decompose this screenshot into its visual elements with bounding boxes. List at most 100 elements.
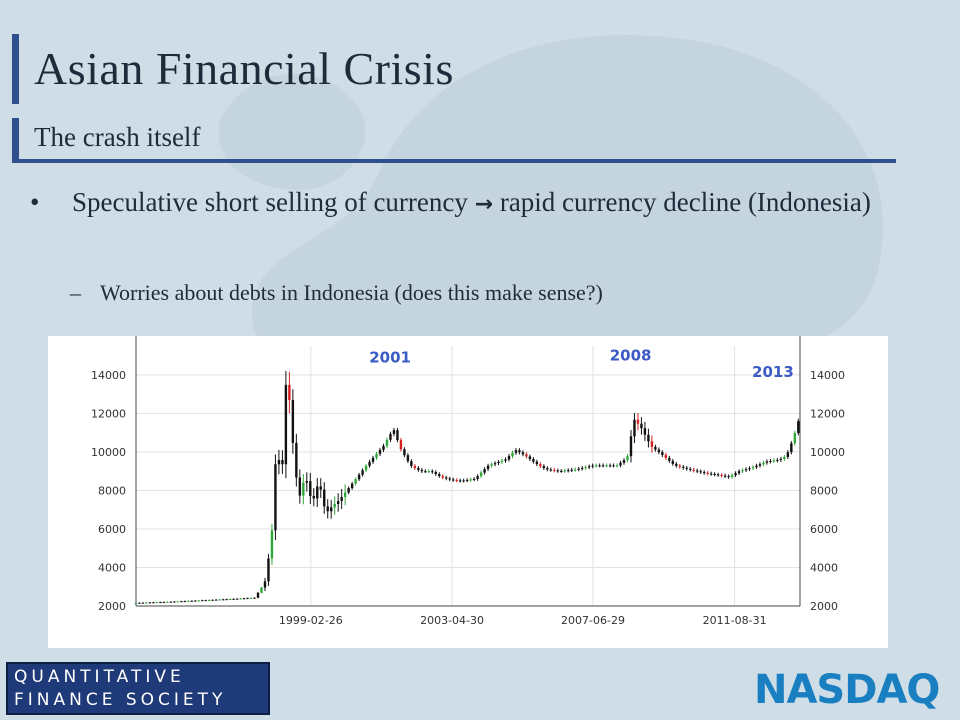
candle-body <box>288 384 291 401</box>
candle-body <box>685 467 688 469</box>
candle-body <box>458 480 462 482</box>
candle-body <box>493 463 497 465</box>
candle-body <box>204 600 207 602</box>
x-tick-label: 2003-04-30 <box>420 614 484 627</box>
candle-body <box>235 598 239 600</box>
candle-body <box>570 469 573 471</box>
candle-body <box>574 469 577 471</box>
candle-body <box>267 558 270 582</box>
candle-body <box>472 478 476 480</box>
candle-body <box>208 599 211 601</box>
year-annotation: 2001 <box>369 348 411 366</box>
candle-body <box>180 601 183 603</box>
candle-body <box>786 452 790 457</box>
candle-body <box>155 602 159 604</box>
candle-body <box>417 467 420 470</box>
candle-body <box>584 467 587 469</box>
candle-body <box>291 400 295 443</box>
candle-body <box>525 454 528 457</box>
candle-body <box>790 443 793 453</box>
candle-body <box>465 479 469 481</box>
candle-body <box>385 439 389 446</box>
candle-body <box>420 469 424 472</box>
candle-body <box>455 480 458 482</box>
candle-body <box>580 467 584 469</box>
candle-body <box>769 460 772 462</box>
candle-body <box>730 475 734 477</box>
candle-body <box>511 452 514 457</box>
sub-bullet-dash: – <box>70 280 81 305</box>
candle-body <box>727 476 730 478</box>
candle-body <box>633 419 636 437</box>
candle-body <box>779 458 783 460</box>
candle-body <box>643 428 647 435</box>
candle-body <box>448 478 451 480</box>
y-tick-label-left: 2000 <box>98 600 126 613</box>
candle-body <box>751 467 755 469</box>
candle-body <box>340 497 343 502</box>
header-rule <box>12 159 896 163</box>
exchange-rate-chart: 2000 2000 4000 4000 6000 6000 8000 8000 10000 100… <box>91 336 845 627</box>
candle-body <box>699 471 702 473</box>
candle-body <box>479 472 483 477</box>
candle-body <box>783 456 786 459</box>
title-accent-bar <box>12 34 19 104</box>
candle-body <box>647 434 650 442</box>
x-tick-label: 2007-06-29 <box>561 614 625 627</box>
candle-body <box>302 482 305 496</box>
candle-body <box>364 465 368 471</box>
candle-body <box>389 433 392 440</box>
candle-body <box>650 441 654 447</box>
candle-body <box>605 465 608 467</box>
candle-body <box>218 599 221 601</box>
slide-subtitle: The crash itself <box>34 122 201 152</box>
candle-body <box>347 488 350 493</box>
candle-body <box>706 472 709 474</box>
candle-body <box>239 598 242 600</box>
candle-body <box>399 440 403 450</box>
candle-body <box>281 459 284 465</box>
candle-body <box>612 465 615 467</box>
candle-body <box>406 455 410 462</box>
candle-body <box>500 460 504 462</box>
candle-body <box>309 481 312 496</box>
candle-body <box>295 442 298 478</box>
candle-body <box>626 456 629 461</box>
candle-body <box>305 481 309 483</box>
candle-body <box>483 469 486 473</box>
candle-body <box>528 456 532 460</box>
y-tick-label-left: 10000 <box>91 446 126 459</box>
candle-body <box>138 602 141 604</box>
candle-body <box>748 468 751 470</box>
candle-body <box>776 459 779 461</box>
candle-body <box>793 433 797 444</box>
candle-body <box>668 457 671 461</box>
candle-body <box>183 601 187 603</box>
candle-body <box>518 450 521 453</box>
candle-body <box>741 470 744 472</box>
candle-body <box>535 461 539 465</box>
candle-body <box>368 461 371 466</box>
candle-body <box>424 471 427 473</box>
year-annotation: 2013 <box>752 363 794 381</box>
candle-body <box>615 465 619 467</box>
candle-body <box>354 479 357 484</box>
candle-body <box>702 472 706 474</box>
candle-body <box>654 446 657 450</box>
candle-body <box>532 459 535 462</box>
candle-body <box>696 470 699 472</box>
candle-body <box>413 465 417 468</box>
candle-body <box>225 599 228 601</box>
candle-body <box>765 461 769 463</box>
y-tick-label-right: 6000 <box>810 523 838 536</box>
candle-body <box>758 464 762 466</box>
candle-body <box>392 430 396 434</box>
candle-body <box>622 460 626 463</box>
candle-body <box>323 489 326 507</box>
candle-body <box>134 602 138 604</box>
candle-body <box>546 468 549 470</box>
candle-body <box>214 599 218 601</box>
candle-body <box>629 436 633 457</box>
x-tick-label: 2011-08-31 <box>703 614 767 627</box>
candle-body <box>228 599 232 601</box>
